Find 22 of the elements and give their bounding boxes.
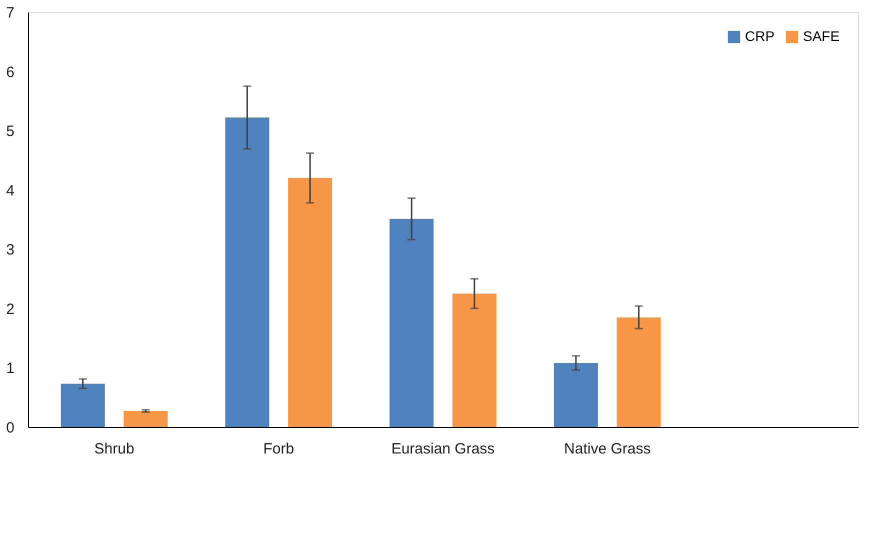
- bar: [554, 362, 598, 427]
- bar: [225, 118, 270, 427]
- x-tick-label: Forb: [263, 440, 294, 458]
- legend-label: CRP: [745, 28, 775, 44]
- bar: [390, 218, 434, 427]
- y-tick-label: 6: [6, 64, 14, 81]
- x-tick-label: Eurasian Grass: [391, 440, 495, 458]
- y-tick-label: 0: [6, 420, 14, 436]
- y-tick-label: 3: [6, 242, 14, 259]
- bar: [616, 317, 661, 427]
- y-tick-label: 1: [6, 360, 14, 378]
- legend-label: SAFE: [803, 28, 840, 44]
- bar: [60, 384, 105, 427]
- bar: [124, 410, 168, 427]
- y-tick-label: 4: [6, 182, 14, 200]
- y-tick-label: 5: [6, 123, 14, 140]
- bar: [452, 294, 496, 427]
- x-tick-label: Shrub: [94, 440, 134, 458]
- bar: [288, 178, 332, 427]
- y-tick-label: 7: [6, 4, 14, 22]
- y-tick-label: 2: [6, 300, 14, 318]
- x-tick-label: Native Grass: [564, 440, 651, 458]
